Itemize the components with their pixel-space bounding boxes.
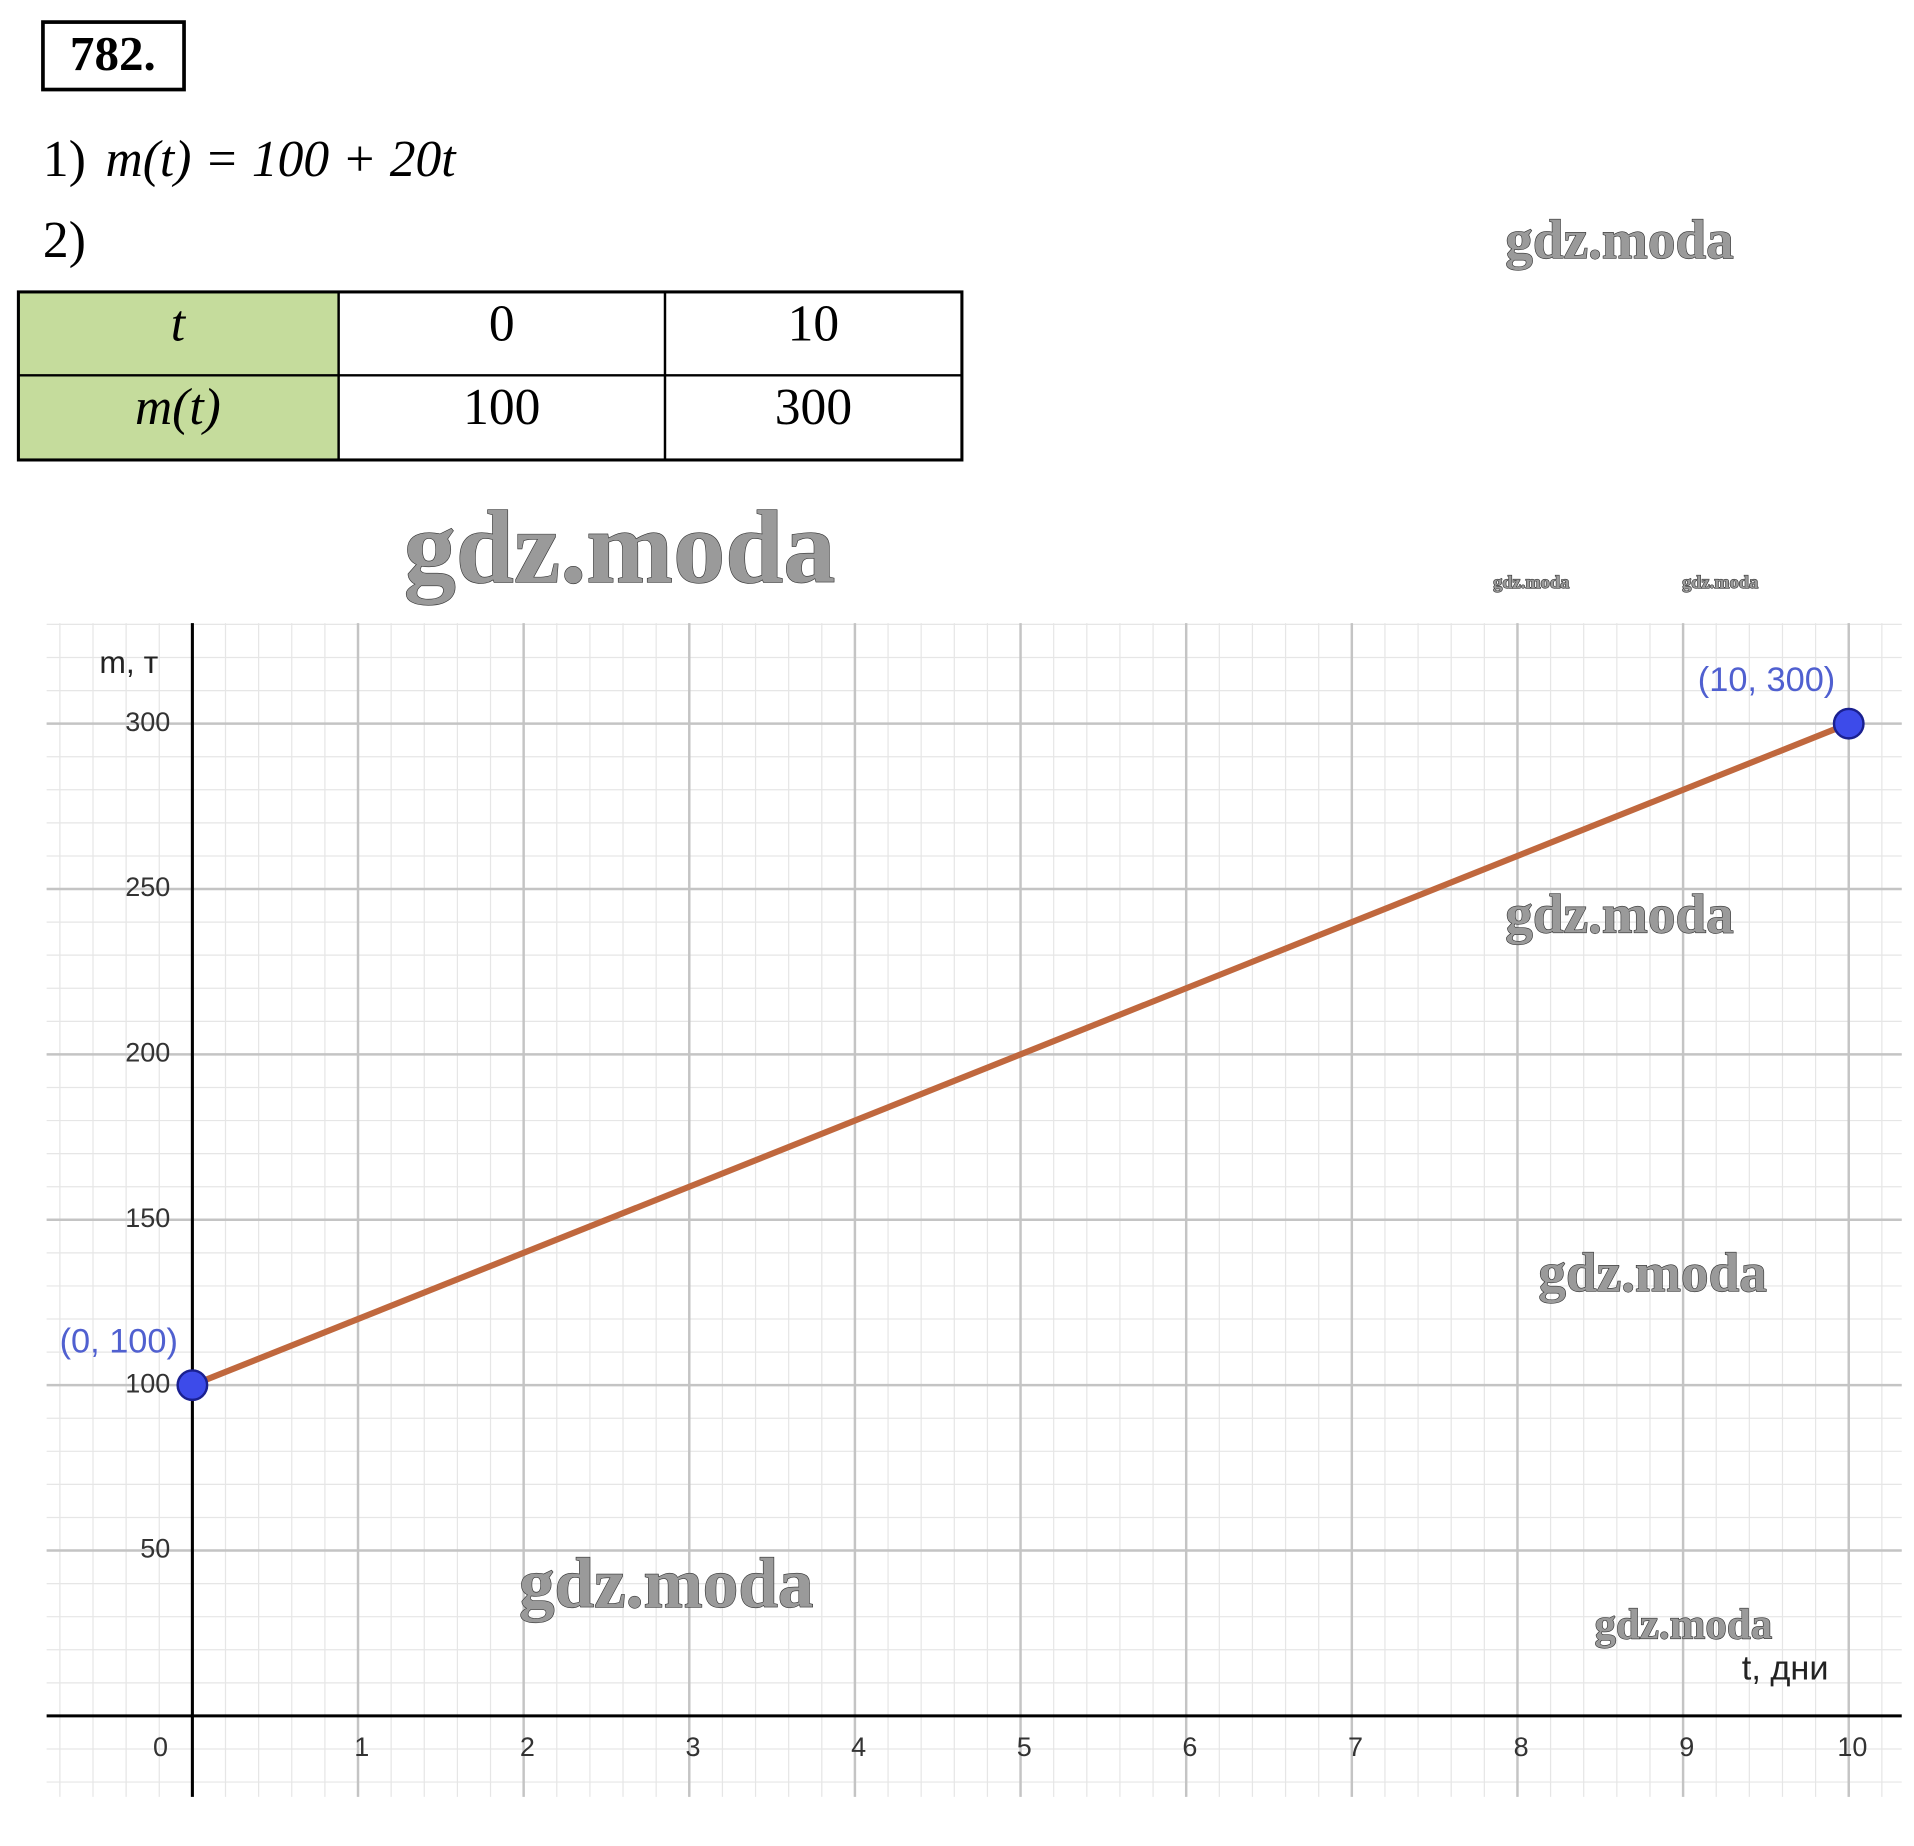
value-table: t 0 10 m(t) 100 300	[16, 290, 964, 462]
item-label: 1)	[43, 131, 86, 188]
formula: m(t) = 100 + 20t	[106, 131, 458, 188]
watermark: gdz.moda	[1493, 572, 1569, 592]
x-tick-label: 0	[153, 1732, 168, 1762]
watermark: gdz.moda	[1682, 572, 1758, 592]
item-label: 2)	[43, 212, 86, 269]
table-cell: t	[171, 296, 187, 353]
watermark: gdz.moda	[519, 1545, 814, 1623]
table-cell: 10	[788, 296, 840, 353]
y-tick-label: 250	[125, 872, 170, 902]
line	[191, 720, 1850, 1388]
y-tick-label: 100	[125, 1368, 170, 1398]
table-cell: 300	[775, 379, 852, 436]
y-tick-label: 300	[125, 707, 170, 737]
x-tick-label: 10	[1837, 1732, 1867, 1762]
x-tick-label: 8	[1514, 1732, 1529, 1762]
table-cell: 100	[463, 379, 540, 436]
watermark: gdz.moda	[1594, 1602, 1772, 1649]
y-tick-label: 200	[125, 1038, 170, 1068]
x-tick-label: 2	[520, 1732, 535, 1762]
x-tick-label: 9	[1679, 1732, 1694, 1762]
watermark: gdz.moda	[1505, 884, 1733, 945]
watermarks: gdz.moda gdz.moda gdz.moda gdz.moda gdz.moda…	[403, 208, 1773, 1649]
table-cell: 0	[489, 296, 515, 353]
number-box	[41, 20, 186, 92]
watermark: gdz.moda	[1538, 1242, 1766, 1303]
point-label: (10, 300)	[1698, 661, 1835, 699]
point	[1832, 707, 1865, 740]
x-tick-label: 1	[354, 1732, 369, 1762]
watermark: gdz.moda	[1505, 209, 1733, 270]
x-axis-label: t, дни	[1742, 1650, 1829, 1688]
point-label: (0, 100)	[60, 1323, 178, 1361]
point	[176, 1369, 209, 1402]
x-tick-label: 5	[1017, 1732, 1032, 1762]
y-axis-label: m, т	[99, 644, 158, 680]
watermark: gdz.moda	[404, 489, 836, 605]
y-tick-label: 50	[140, 1534, 170, 1564]
chart: 0 1 2 3 4 5 6 7 8 9 10 50 100 150 200 250 300 m, т t, дни (…	[46, 623, 1902, 1797]
table-cell: m(t)	[135, 379, 221, 436]
x-tick-label: 7	[1348, 1732, 1363, 1762]
x-tick-label: 6	[1182, 1732, 1197, 1762]
problem-number: 782.	[70, 26, 156, 81]
x-tick-label: 3	[685, 1732, 700, 1762]
x-tick-label: 4	[851, 1732, 866, 1762]
y-tick-label: 150	[125, 1203, 170, 1233]
